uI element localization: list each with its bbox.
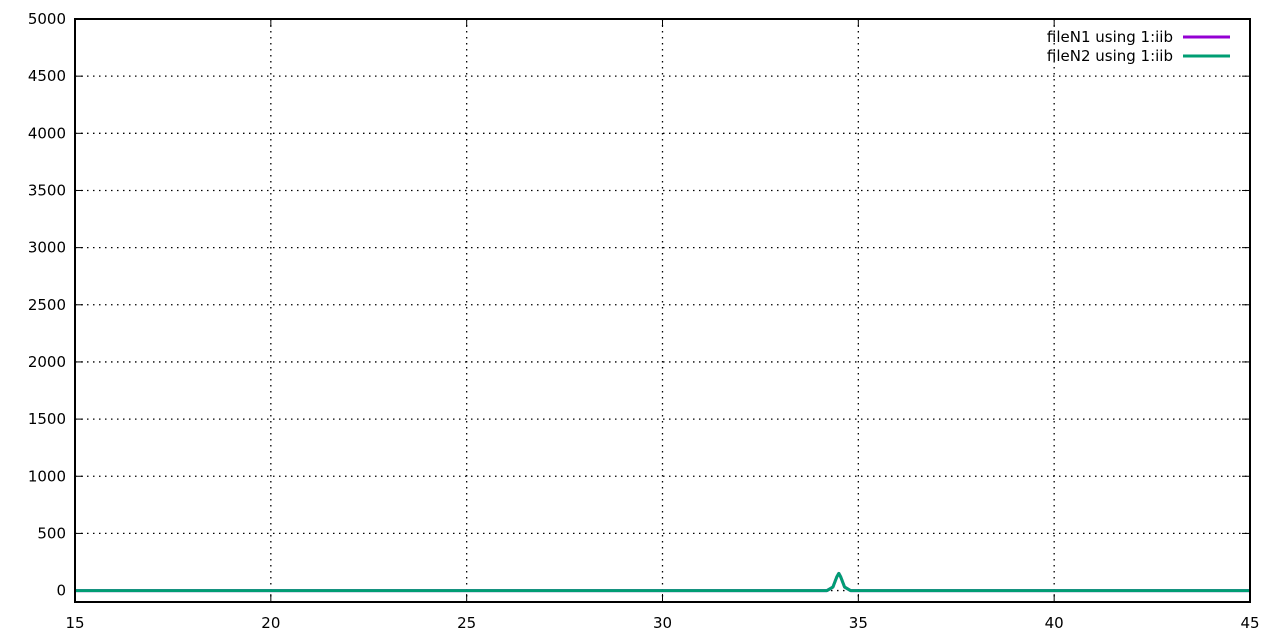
plot-series <box>75 571 1250 593</box>
x-tick-labels: 15 20 25 30 35 40 45 <box>65 614 1259 632</box>
y-tick-label: 500 <box>37 524 66 542</box>
y-tick-label: 3000 <box>28 239 66 257</box>
grid-lines <box>75 19 1250 602</box>
y-tick-label: 2500 <box>28 296 66 314</box>
x-tick-label: 45 <box>1240 614 1259 632</box>
x-tick-label: 20 <box>261 614 280 632</box>
x-tick-label: 15 <box>65 614 84 632</box>
y-tick-label: 1500 <box>28 410 66 428</box>
x-tick-label: 25 <box>457 614 476 632</box>
x-tick-label: 35 <box>849 614 868 632</box>
axis-ticks <box>74 18 1251 602</box>
y-tick-label: 3500 <box>28 181 66 199</box>
series-line-1 <box>75 571 1250 593</box>
y-tick-labels: 0 500 1000 1500 2000 2500 3000 3500 4000 4500 5000 <box>28 10 66 600</box>
y-tick-label: 4000 <box>28 124 66 142</box>
y-tick-label: 2000 <box>28 353 66 371</box>
y-tick-label: 0 <box>56 582 66 600</box>
y-tick-label: 5000 <box>28 10 66 28</box>
y-tick-label: 4500 <box>28 67 66 85</box>
legend-label-1: fileN1 using 1:iib <box>1047 28 1173 46</box>
x-tick-label: 40 <box>1045 614 1064 632</box>
series-line-2 <box>75 571 1250 593</box>
y-tick-label: 1000 <box>28 467 66 485</box>
x-tick-label: 30 <box>653 614 672 632</box>
plot-frame <box>74 18 1251 603</box>
legend-label-2: fileN2 using 1:iib <box>1047 47 1173 65</box>
